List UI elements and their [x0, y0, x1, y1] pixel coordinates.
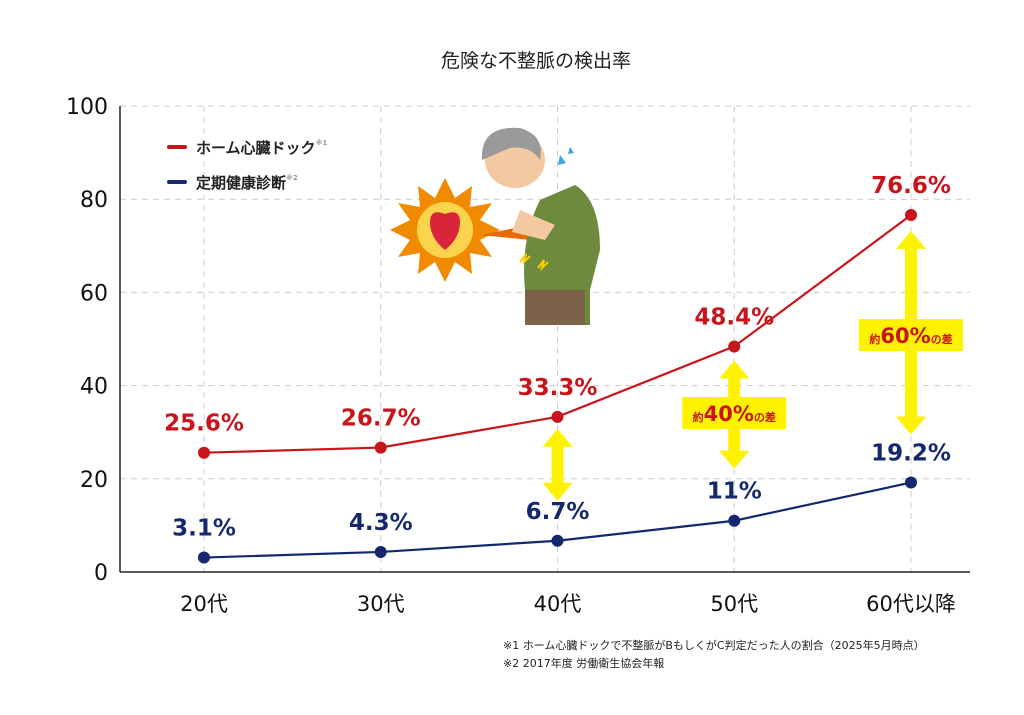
data-label: 3.1%	[172, 516, 236, 542]
y-tick-label: 80	[80, 188, 108, 213]
gap-arrow-40s	[551, 444, 564, 485]
data-point	[374, 545, 387, 558]
gap-arrow-50s-head-down	[719, 450, 750, 469]
gap-label-prefix: 約	[693, 410, 704, 424]
footnote-2: ※2 2017年度 労働衛生協会年報	[503, 657, 665, 670]
x-tick-label: 50代	[710, 592, 758, 616]
x-tick-label: 20代	[180, 592, 228, 616]
y-tick-label: 40	[80, 375, 108, 400]
y-tick-label: 100	[66, 95, 108, 120]
y-tick-label: 60	[80, 281, 108, 306]
x-tick-label: 30代	[357, 592, 405, 616]
x-tick-label: 60代以降	[866, 592, 956, 616]
legend-label: ホーム心臓ドック※1	[196, 138, 327, 157]
gap-label-box	[682, 397, 787, 429]
legend-note: ※1	[316, 138, 328, 147]
gap-label-value: 60%	[880, 324, 930, 348]
data-label: 25.6%	[164, 411, 244, 437]
data-label: 26.7%	[341, 406, 421, 432]
heart-burst-icon	[390, 178, 530, 282]
gap-label-suffix: の差	[931, 332, 953, 346]
data-point	[198, 446, 210, 459]
legend-label: 定期健康診断※2	[196, 173, 298, 192]
data-label: 4.3%	[349, 510, 413, 536]
illustration-man-chest-pain	[390, 127, 600, 325]
data-point	[198, 551, 210, 564]
legend-series-name: ホーム心臓ドック	[196, 139, 316, 157]
x-tick-label: 40代	[534, 592, 582, 616]
y-tick-label: 0	[94, 561, 108, 586]
data-label: 19.2%	[871, 441, 951, 467]
y-tick-label: 20	[80, 468, 108, 493]
data-point	[905, 209, 917, 222]
chart-title: 危険な不整脈の検出率	[441, 50, 631, 72]
data-label: 76.6%	[871, 173, 951, 199]
gap-label-box	[859, 319, 963, 351]
gap-arrow-60s-head-down	[896, 416, 926, 435]
data-label: 11%	[707, 479, 762, 505]
legend-series-name: 定期健康診断	[196, 174, 286, 192]
data-label: 33.3%	[518, 375, 598, 401]
gap-arrow-50s-head-up	[719, 360, 750, 379]
data-label: 6.7%	[526, 499, 590, 525]
data-point	[551, 410, 564, 423]
data-point	[728, 514, 741, 527]
legend-note: ※2	[286, 173, 298, 182]
gap-arrow-40s-head-up	[542, 428, 573, 447]
gap-label: 約40%の差	[693, 402, 776, 426]
gap-label-suffix: の差	[754, 410, 776, 424]
gap-arrow-60s-head-up	[896, 231, 926, 250]
data-point	[374, 441, 387, 454]
gap-label-prefix: 約	[869, 332, 880, 346]
data-point	[551, 534, 564, 547]
data-label: 48.4%	[694, 304, 774, 330]
footnote-1: ※1 ホーム心臓ドックで不整脈がBもしくがC判定だった人の割合（2025年5月時…	[503, 639, 925, 652]
data-point	[905, 476, 917, 489]
gap-arrow-40s-head-down	[542, 482, 573, 501]
gap-label-value: 40%	[704, 402, 754, 426]
data-point	[728, 340, 741, 353]
gap-label: 約60%の差	[869, 324, 952, 348]
